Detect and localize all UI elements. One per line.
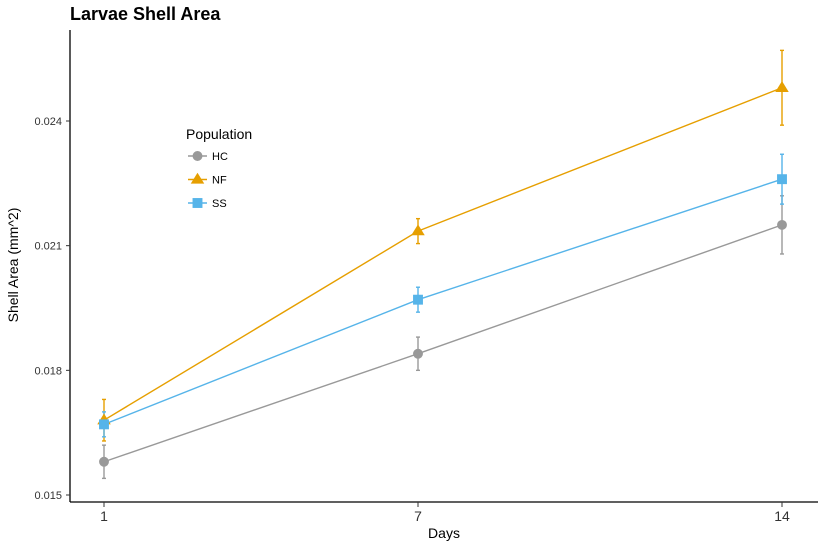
series-lines xyxy=(103,87,783,463)
legend-label: NF xyxy=(212,175,227,187)
series-line-ss xyxy=(103,178,783,426)
legend-label: SS xyxy=(212,198,227,210)
legend-item-ss: SS xyxy=(188,198,227,210)
x-axis-title: Days xyxy=(428,525,460,541)
chart-title: Larvae Shell Area xyxy=(70,4,221,24)
point-triangle xyxy=(411,224,425,236)
x-ticks: 1 7 14 xyxy=(100,502,790,524)
point-circle xyxy=(413,348,423,359)
series-line-hc xyxy=(103,224,783,463)
y-tick-label: 0.021 xyxy=(34,241,62,253)
x-tick-label: 7 xyxy=(414,508,422,524)
point-triangle xyxy=(775,81,789,92)
point-square xyxy=(99,419,109,430)
legend: Population HC NF SS xyxy=(186,126,252,210)
y-axis-title: Shell Area (mm^2) xyxy=(5,208,21,323)
y-tick-label: 0.018 xyxy=(34,365,62,377)
y-ticks: 0.015 0.018 0.021 0.024 xyxy=(34,116,70,502)
x-tick-label: 1 xyxy=(100,508,108,524)
point-square xyxy=(777,174,787,185)
x-tick-label: 14 xyxy=(774,508,790,524)
legend-items: HC NF SS xyxy=(188,151,228,210)
error-bars xyxy=(102,49,784,480)
series-layer xyxy=(97,49,789,480)
series-points xyxy=(97,81,789,467)
point-square xyxy=(413,294,423,305)
y-tick-label: 0.015 xyxy=(34,490,62,502)
point-square xyxy=(192,198,203,208)
legend-item-nf: NF xyxy=(188,172,227,187)
legend-title: Population xyxy=(186,126,252,142)
point-triangle xyxy=(190,172,205,184)
legend-label: HC xyxy=(212,151,228,163)
legend-item-hc: HC xyxy=(188,151,228,163)
point-circle xyxy=(99,456,109,467)
y-tick-label: 0.024 xyxy=(34,116,62,128)
point-circle xyxy=(192,151,203,161)
point-circle xyxy=(777,219,787,230)
